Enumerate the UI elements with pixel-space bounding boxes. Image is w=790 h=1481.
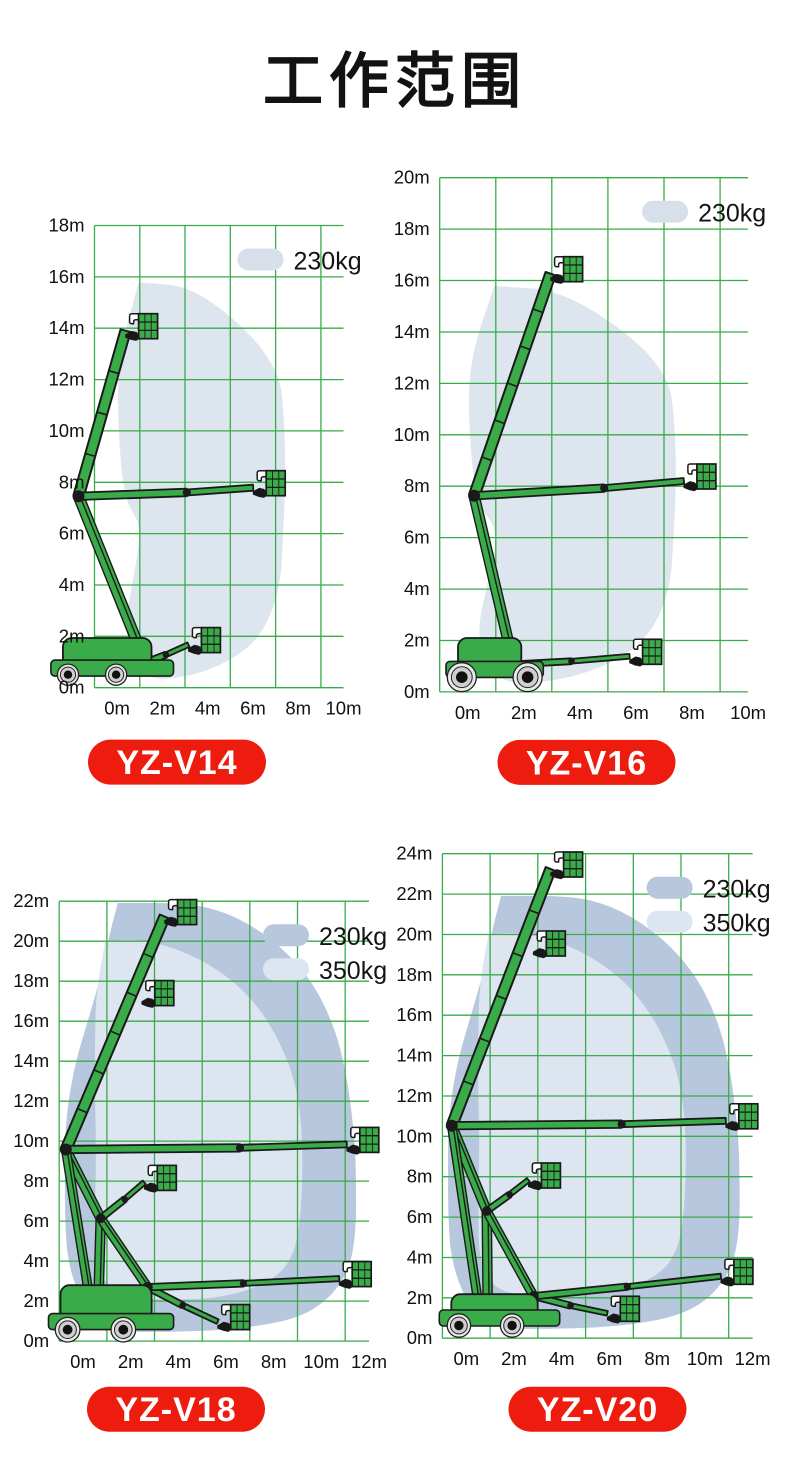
svg-text:8m: 8m	[23, 1170, 49, 1191]
svg-text:0m: 0m	[404, 681, 430, 702]
svg-text:230kg: 230kg	[294, 248, 362, 276]
svg-text:14m: 14m	[396, 1045, 432, 1066]
svg-text:0m: 0m	[59, 677, 85, 698]
svg-text:12m: 12m	[396, 1085, 432, 1106]
svg-text:6m: 6m	[23, 1210, 49, 1231]
svg-text:14m: 14m	[49, 317, 85, 338]
svg-text:4m: 4m	[59, 574, 85, 595]
svg-text:YZ-V20: YZ-V20	[537, 1391, 658, 1429]
svg-text:6m: 6m	[597, 1348, 623, 1369]
svg-text:18m: 18m	[49, 215, 85, 236]
svg-text:8m: 8m	[679, 702, 705, 723]
svg-text:0m: 0m	[104, 698, 130, 719]
svg-text:YZ-V16: YZ-V16	[526, 744, 647, 782]
svg-text:12m: 12m	[351, 1351, 387, 1372]
svg-text:8m: 8m	[644, 1348, 670, 1369]
svg-text:4m: 4m	[404, 578, 430, 599]
svg-text:10m: 10m	[49, 420, 85, 441]
svg-text:4m: 4m	[407, 1247, 433, 1268]
svg-text:12m: 12m	[735, 1348, 771, 1369]
svg-text:10m: 10m	[303, 1351, 339, 1372]
svg-text:2m: 2m	[150, 698, 176, 719]
svg-text:6m: 6m	[407, 1206, 433, 1227]
svg-text:8m: 8m	[261, 1351, 287, 1372]
svg-text:0m: 0m	[455, 702, 481, 723]
svg-text:2m: 2m	[511, 702, 537, 723]
svg-text:4m: 4m	[195, 698, 221, 719]
svg-text:2m: 2m	[501, 1348, 527, 1369]
svg-text:2m: 2m	[23, 1290, 49, 1311]
svg-text:2m: 2m	[118, 1351, 144, 1372]
svg-text:18m: 18m	[394, 218, 430, 239]
svg-text:230kg: 230kg	[319, 923, 387, 951]
svg-text:350kg: 350kg	[319, 957, 387, 985]
svg-text:16m: 16m	[394, 270, 430, 291]
svg-text:0m: 0m	[407, 1327, 433, 1348]
svg-text:10m: 10m	[396, 1125, 432, 1146]
svg-text:4m: 4m	[549, 1348, 575, 1369]
svg-text:14m: 14m	[394, 321, 430, 342]
svg-text:2m: 2m	[59, 625, 85, 646]
svg-text:YZ-V14: YZ-V14	[116, 744, 237, 782]
svg-text:18m: 18m	[13, 970, 49, 991]
svg-text:8m: 8m	[407, 1166, 433, 1187]
svg-text:6m: 6m	[59, 523, 85, 544]
svg-text:8m: 8m	[404, 475, 430, 496]
svg-text:350kg: 350kg	[703, 910, 771, 938]
svg-text:14m: 14m	[13, 1050, 49, 1071]
svg-text:20m: 20m	[396, 924, 432, 945]
svg-text:10m: 10m	[730, 702, 766, 723]
svg-text:4m: 4m	[166, 1351, 192, 1372]
svg-text:230kg: 230kg	[698, 200, 766, 228]
svg-text:6m: 6m	[213, 1351, 239, 1372]
svg-text:4m: 4m	[567, 702, 593, 723]
svg-text:12m: 12m	[394, 372, 430, 393]
svg-text:0m: 0m	[23, 1330, 49, 1351]
svg-text:6m: 6m	[623, 702, 649, 723]
svg-text:6m: 6m	[240, 698, 266, 719]
svg-text:22m: 22m	[13, 890, 49, 911]
svg-text:22m: 22m	[396, 883, 432, 904]
svg-text:18m: 18m	[396, 964, 432, 985]
svg-text:16m: 16m	[13, 1010, 49, 1031]
svg-text:2m: 2m	[407, 1287, 433, 1308]
svg-text:10m: 10m	[687, 1348, 723, 1369]
svg-text:2m: 2m	[404, 630, 430, 651]
svg-text:0m: 0m	[70, 1351, 96, 1372]
svg-text:24m: 24m	[396, 843, 432, 864]
svg-text:20m: 20m	[394, 167, 430, 188]
svg-text:YZ-V18: YZ-V18	[115, 1391, 236, 1429]
svg-text:4m: 4m	[23, 1250, 49, 1271]
svg-text:0m: 0m	[453, 1348, 479, 1369]
svg-text:16m: 16m	[49, 266, 85, 287]
svg-text:10m: 10m	[326, 698, 362, 719]
svg-text:230kg: 230kg	[703, 876, 771, 904]
svg-text:6m: 6m	[404, 527, 430, 548]
svg-text:10m: 10m	[394, 424, 430, 445]
svg-text:8m: 8m	[285, 698, 311, 719]
svg-text:8m: 8m	[59, 471, 85, 492]
svg-text:10m: 10m	[13, 1130, 49, 1151]
svg-text:12m: 12m	[13, 1090, 49, 1111]
svg-text:20m: 20m	[13, 930, 49, 951]
svg-text:16m: 16m	[396, 1004, 432, 1025]
svg-text:12m: 12m	[49, 369, 85, 390]
